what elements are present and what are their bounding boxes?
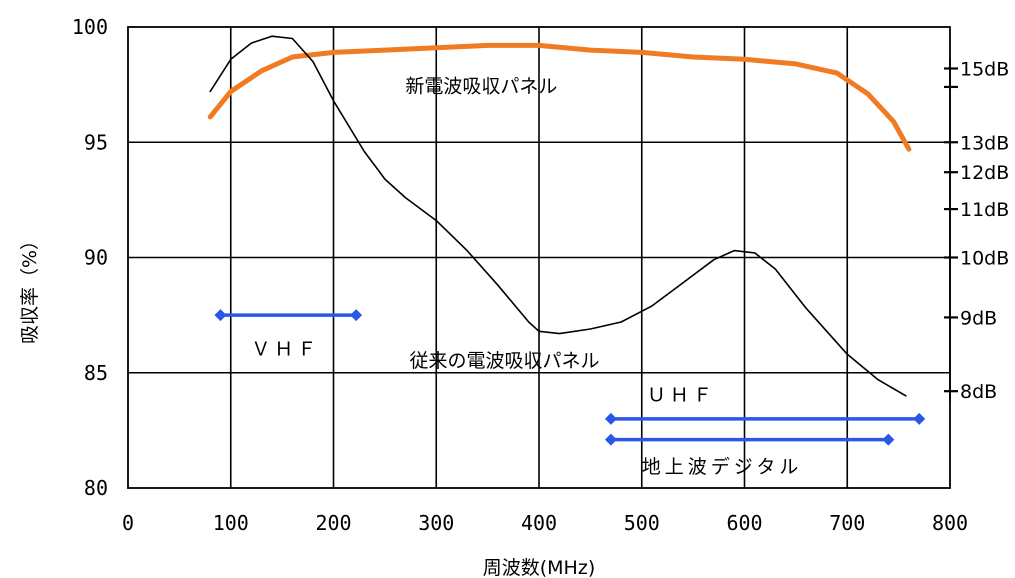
series-annotation-1: 新電波吸収パネル: [405, 76, 557, 98]
band-marker-3-0: [604, 433, 617, 446]
y-tick-label: 95: [84, 130, 108, 154]
db-label: 12dB: [960, 162, 1009, 184]
db-label: 10dB: [960, 248, 1009, 270]
db-label: 15dB: [960, 58, 1009, 80]
axis-ticks: 0 100 200 300 400 500 600 700 800 80 85 90 95 100: [72, 15, 968, 535]
db-label: 11dB: [960, 199, 1009, 221]
db-label: 13dB: [960, 132, 1009, 154]
band-label-1: ＶＨＦ: [251, 338, 320, 360]
x-tick-label: 600: [726, 511, 762, 535]
x-tick-label: 700: [829, 511, 865, 535]
right-db-axis: 15dB 13dB 12dB 11dB 10dB 9dB 8dB: [944, 58, 1009, 403]
y-tick-label: 80: [84, 476, 108, 500]
x-tick-label: 300: [418, 511, 454, 535]
band-marker-2-1: [913, 412, 926, 425]
band-marker-2-0: [604, 412, 617, 425]
band-label-3: 地上波デジタル: [642, 456, 803, 478]
x-tick-label: 800: [932, 511, 968, 535]
band-marker-1-1: [350, 309, 363, 322]
x-tick-label: 100: [213, 511, 249, 535]
db-label: 8dB: [960, 381, 997, 403]
x-tick-label: 200: [315, 511, 351, 535]
frequency-bands: ＶＨＦ ＵＨＦ 地上波デジタル: [214, 309, 926, 478]
x-axis-label: 周波数(MHz): [483, 557, 595, 578]
band-label-2: ＵＨＦ: [647, 384, 716, 406]
y-tick-label: 100: [72, 15, 108, 39]
series-group: [207, 35, 912, 397]
band-marker-3-1: [882, 433, 895, 446]
y-axis-label: 吸収率（%）: [19, 231, 41, 344]
grid-lines: [128, 27, 950, 488]
series-line-2: [209, 35, 907, 397]
series-annotation-2: 従来の電波吸収パネル: [410, 350, 600, 372]
x-tick-label: 400: [521, 511, 557, 535]
y-tick-label: 90: [84, 246, 108, 270]
series-line-1: [207, 42, 912, 152]
band-marker-1-0: [214, 309, 227, 322]
db-label: 9dB: [960, 307, 997, 329]
y-tick-label: 85: [84, 361, 108, 385]
x-tick-label: 500: [624, 511, 660, 535]
x-tick-label: 0: [122, 511, 134, 535]
